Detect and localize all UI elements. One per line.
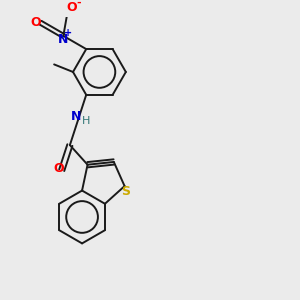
- Text: O: O: [54, 162, 64, 175]
- Text: N: N: [71, 110, 81, 123]
- Text: H: H: [82, 116, 91, 126]
- Text: -: -: [76, 0, 81, 7]
- Text: +: +: [64, 28, 72, 38]
- Text: O: O: [66, 1, 77, 13]
- Text: O: O: [30, 16, 41, 29]
- Text: S: S: [121, 185, 130, 198]
- Text: N: N: [58, 33, 68, 46]
